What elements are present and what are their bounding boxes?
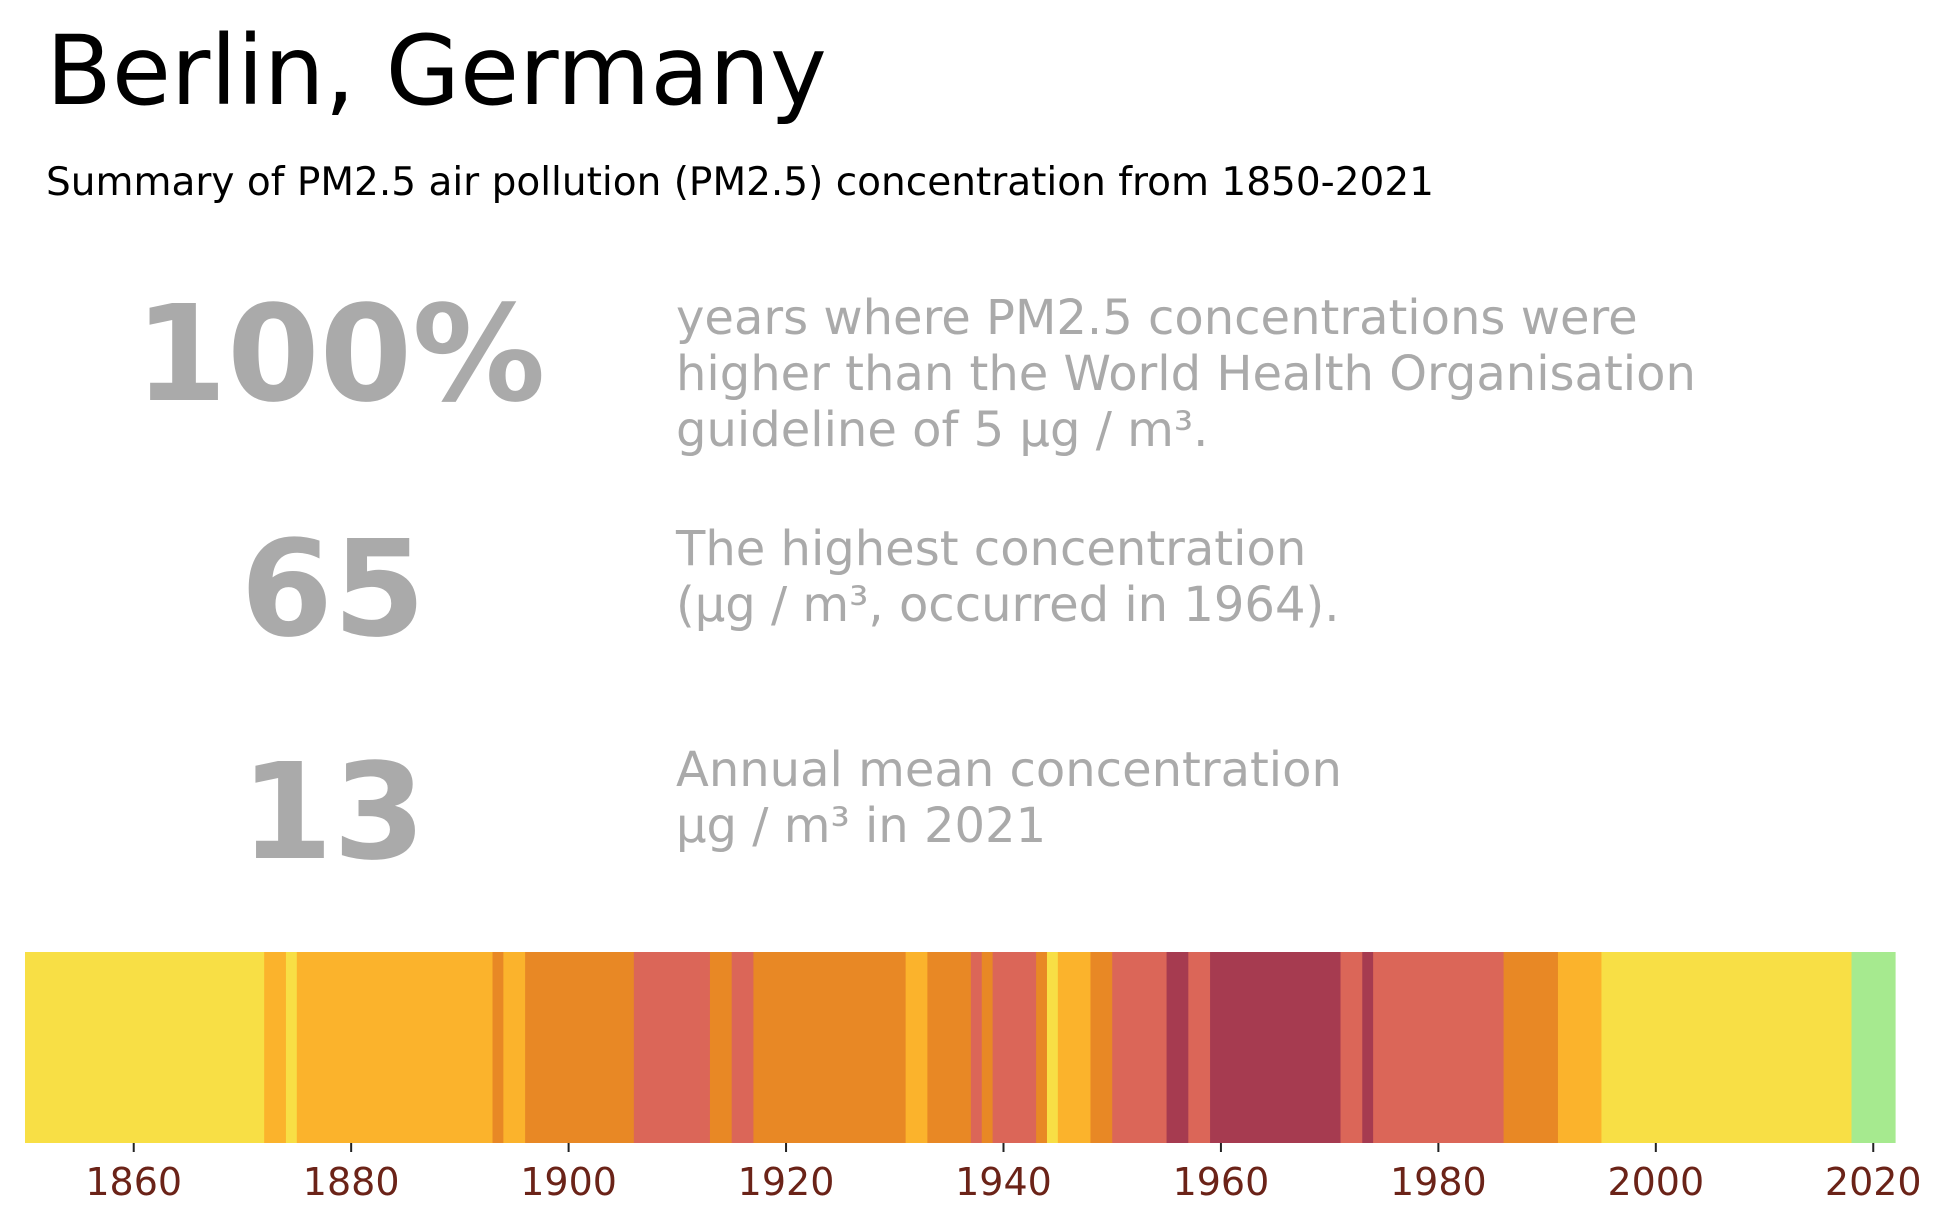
stripe-1986-1991 [1503,952,1559,1143]
stripe-1995-2018 [1601,952,1853,1143]
stripe-1974-1986 [1373,952,1505,1143]
stripe-1894-1896 [503,952,526,1143]
stripe-1943-1944 [1036,952,1048,1143]
stripe-1933-1937 [927,952,972,1143]
stripe-1874-1875 [285,952,298,1143]
x-tick-label-1940: 1940 [955,1160,1052,1204]
x-tick-label-1880: 1880 [303,1160,400,1204]
stripe-1893-1894 [492,952,504,1143]
stat-mean-value: 13 [240,736,426,890]
x-tick-label-2000: 2000 [1607,1160,1704,1204]
stripe-1850-1872 [25,952,265,1143]
stripe-1917-1931 [753,952,907,1143]
stripe-1931-1933 [905,952,928,1143]
stat-mean-text: Annual mean concentration µg / m³ in 202… [676,742,1342,854]
stat-highest-text: The highest concentration (µg / m³, occu… [676,521,1340,633]
stripe-1913-1915 [709,952,733,1143]
stripe-1939-1943 [992,952,1037,1143]
stripe-1937-1938 [970,952,983,1143]
stripe-1915-1917 [731,952,755,1143]
stripe-1957-1959 [1188,952,1211,1143]
page-subtitle: Summary of PM2.5 air pollution (PM2.5) c… [46,160,1434,205]
stripe-1971-1973 [1340,952,1363,1143]
x-tick-label-1920: 1920 [738,1160,835,1204]
stripe-1938-1939 [981,952,994,1143]
stripe-1973-1974 [1362,952,1374,1143]
x-tick-label-1960: 1960 [1173,1160,1270,1204]
stripe-1896-1906 [525,952,635,1143]
x-tick-label-1860: 1860 [85,1160,182,1204]
stripe-1991-1995 [1557,952,1603,1143]
stripe-1875-1893 [296,952,494,1143]
stripe-1950-1955 [1112,952,1168,1143]
x-tick-label-1980: 1980 [1390,1160,1487,1204]
stripe-1906-1913 [633,952,711,1143]
x-tick-label-2020: 2020 [1825,1160,1922,1204]
stripe-1945-1948 [1057,952,1092,1143]
stripe-1955-1957 [1166,952,1189,1143]
stripe-2018-2022 [1851,952,1896,1143]
stat-percent-text: years where PM2.5 concentrations were hi… [676,290,1696,458]
stripe-1948-1950 [1090,952,1113,1143]
stripe-1872-1874 [264,952,287,1143]
stat-percent-value: 100% [134,278,546,432]
page-title: Berlin, Germany [46,15,827,127]
stat-highest-value: 65 [240,513,426,667]
stripe-1944-1945 [1046,952,1059,1143]
stripe-1959-1971 [1210,952,1342,1143]
x-tick-label-1900: 1900 [520,1160,617,1204]
